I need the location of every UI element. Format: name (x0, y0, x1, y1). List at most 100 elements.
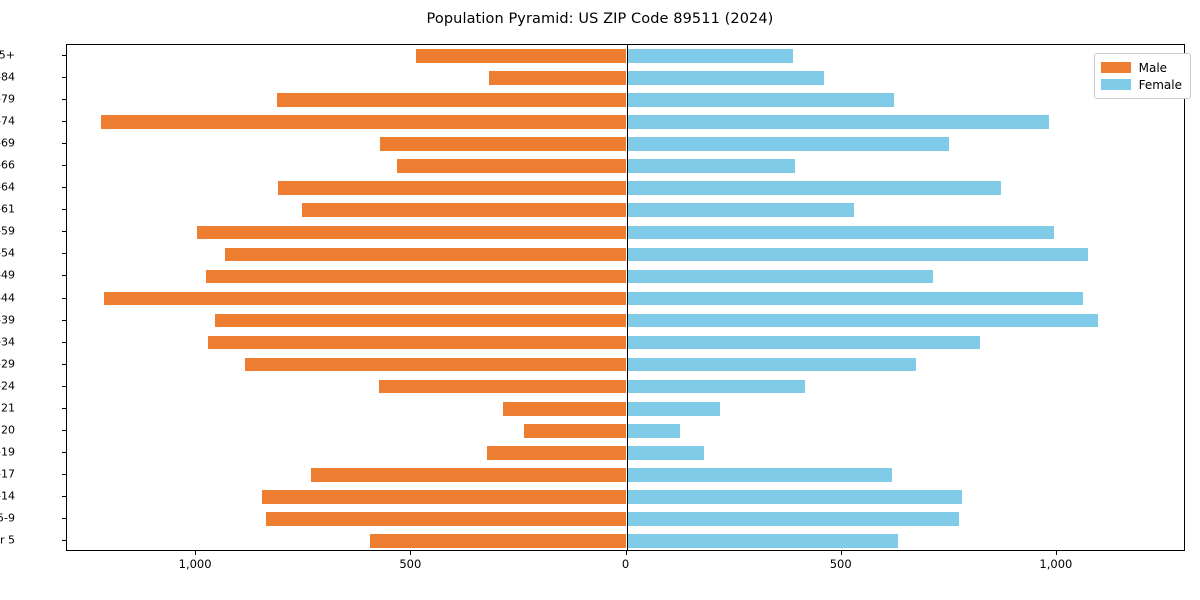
bar-row (67, 203, 1184, 218)
legend-swatch-icon (1100, 62, 1131, 73)
bar-male[interactable] (396, 159, 627, 174)
bar-female[interactable] (626, 534, 899, 548)
legend-entry[interactable]: Female (1100, 76, 1182, 93)
bar-male[interactable] (261, 490, 627, 504)
bar-row (67, 357, 1184, 372)
y-axis-tick-label: 15-17 (0, 467, 15, 481)
bar-row (67, 445, 1184, 460)
bar-male[interactable] (369, 534, 627, 548)
bar-male[interactable] (196, 225, 627, 240)
y-axis-tick-label: 30-34 (0, 335, 15, 349)
bar-male[interactable] (206, 269, 627, 284)
y-axis-tick-label: 18-19 (0, 445, 15, 459)
y-axis-tick-label: 62-64 (0, 180, 15, 194)
y-axis-tick-mark (62, 297, 66, 299)
bar-male[interactable] (502, 401, 627, 416)
bar-female[interactable] (626, 291, 1084, 306)
y-axis-tick-mark (62, 231, 66, 233)
bar-female[interactable] (626, 512, 960, 526)
bar-male[interactable] (265, 512, 627, 526)
bar-row (67, 512, 1184, 526)
bar-row (67, 490, 1184, 504)
bar-male[interactable] (245, 357, 627, 372)
bar-female[interactable] (626, 137, 950, 152)
bar-row (67, 401, 1184, 416)
bar-male[interactable] (379, 379, 627, 394)
bar-female[interactable] (626, 357, 916, 372)
bar-male[interactable] (379, 137, 627, 152)
bar-row (67, 247, 1184, 262)
bar-male[interactable] (277, 181, 627, 196)
bar-row (67, 423, 1184, 438)
bar-female[interactable] (626, 269, 934, 284)
bar-female[interactable] (626, 93, 894, 107)
chart-legend: Male Female (1093, 53, 1191, 99)
bar-female[interactable] (626, 445, 704, 460)
y-axis-tick-label: 85+ (0, 48, 15, 62)
bar-female[interactable] (626, 313, 1099, 328)
plot-area (66, 44, 1185, 551)
y-axis-tick-mark (62, 209, 66, 211)
bar-female[interactable] (626, 401, 721, 416)
y-axis-tick-mark (62, 253, 66, 255)
bar-female[interactable] (626, 379, 805, 394)
bar-male[interactable] (207, 335, 627, 350)
bar-row (67, 49, 1184, 63)
y-axis-tick-mark (62, 473, 66, 475)
x-axis-tick-label: 500 (829, 557, 852, 571)
x-axis-tick-mark (195, 551, 197, 555)
bar-female[interactable] (626, 423, 680, 438)
y-axis-tick-mark (62, 143, 66, 145)
y-axis-tick-label: 21 (1, 401, 15, 415)
y-axis-tick-mark (62, 517, 66, 519)
bar-male[interactable] (302, 203, 627, 218)
y-axis-tick-label: 45-49 (0, 268, 15, 282)
bar-female[interactable] (626, 335, 981, 350)
y-axis-tick-label: 67-69 (0, 136, 15, 150)
bar-row (67, 534, 1184, 548)
bar-male[interactable] (487, 445, 627, 460)
bar-male[interactable] (225, 247, 627, 262)
bar-male[interactable] (310, 468, 627, 482)
bar-female[interactable] (626, 490, 963, 504)
bar-female[interactable] (626, 225, 1055, 240)
y-axis-tick-mark (62, 121, 66, 123)
bar-female[interactable] (626, 159, 796, 174)
y-axis-tick-mark (62, 385, 66, 387)
bar-row (67, 335, 1184, 350)
y-axis-tick-mark (62, 429, 66, 431)
bar-female[interactable] (626, 71, 825, 85)
bar-female[interactable] (626, 181, 1001, 196)
bar-male[interactable] (488, 71, 627, 85)
x-axis-tick-label: 1,000 (178, 557, 212, 571)
bar-female[interactable] (626, 468, 892, 482)
bar-male[interactable] (416, 49, 627, 63)
bars-layer (67, 45, 1184, 550)
bar-female[interactable] (626, 247, 1089, 262)
y-axis-tick-mark (62, 539, 66, 541)
y-axis-tick-label: 22-24 (0, 379, 15, 393)
bar-row (67, 137, 1184, 152)
bar-male[interactable] (277, 93, 627, 107)
bar-female[interactable] (626, 115, 1049, 129)
bar-row (67, 115, 1184, 129)
y-axis-tick-mark (62, 99, 66, 101)
bar-male[interactable] (524, 423, 627, 438)
bar-female[interactable] (626, 203, 855, 218)
y-axis-tick-label: 65-66 (0, 158, 15, 172)
bar-male[interactable] (100, 115, 627, 129)
bar-female[interactable] (626, 49, 794, 63)
y-axis-tick-label: 10-14 (0, 489, 15, 503)
y-axis-tick-label: 40-44 (0, 291, 15, 304)
bar-row (67, 225, 1184, 240)
bar-male[interactable] (104, 291, 627, 306)
legend-entry[interactable]: Male (1100, 59, 1182, 76)
zero-axis-line (626, 45, 628, 550)
y-axis-tick-mark (62, 319, 66, 321)
x-axis-tick-label: 0 (621, 557, 630, 571)
bar-male[interactable] (214, 313, 627, 328)
x-axis-tick-label: 1,000 (1039, 557, 1073, 571)
y-axis-tick-mark (62, 341, 66, 343)
bar-row (67, 71, 1184, 85)
